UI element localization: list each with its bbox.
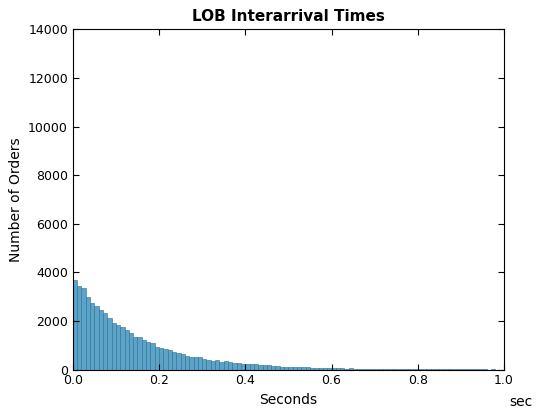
Bar <box>159 348 164 370</box>
Bar <box>301 367 306 370</box>
Bar <box>336 368 340 370</box>
Text: sec: sec <box>510 395 533 409</box>
Bar <box>254 364 258 370</box>
Bar <box>245 365 250 370</box>
Bar <box>288 367 293 370</box>
Bar <box>155 346 159 370</box>
Bar <box>319 368 323 370</box>
Bar <box>194 357 198 370</box>
Bar <box>370 369 375 370</box>
Bar <box>164 349 167 370</box>
Bar <box>223 361 228 370</box>
Bar <box>366 369 370 370</box>
Bar <box>198 357 202 370</box>
Bar <box>180 354 185 370</box>
Bar <box>116 325 120 370</box>
Bar <box>77 286 81 370</box>
Bar <box>297 368 301 370</box>
Bar <box>267 365 271 370</box>
Bar <box>271 366 276 370</box>
Bar <box>189 357 194 370</box>
Bar <box>357 369 362 370</box>
Bar <box>392 369 396 370</box>
Bar <box>142 340 146 370</box>
Bar <box>340 368 344 370</box>
Bar <box>73 280 77 370</box>
Bar <box>237 363 241 370</box>
Bar <box>323 368 327 370</box>
Bar <box>167 350 172 370</box>
Bar <box>94 306 99 370</box>
Bar <box>388 369 392 370</box>
Bar <box>146 342 151 370</box>
Bar <box>103 312 108 370</box>
Bar <box>176 353 180 370</box>
Bar <box>81 288 86 370</box>
Bar <box>263 365 267 370</box>
Bar <box>284 367 288 370</box>
Bar <box>120 328 124 370</box>
Bar <box>215 360 220 370</box>
Bar <box>90 304 94 370</box>
Bar <box>349 368 353 370</box>
Bar <box>111 323 116 370</box>
Bar <box>332 368 336 370</box>
Y-axis label: Number of Orders: Number of Orders <box>8 137 22 262</box>
Bar <box>314 368 319 370</box>
Bar <box>129 333 133 370</box>
Bar <box>151 343 155 370</box>
Bar <box>211 361 215 370</box>
Bar <box>280 367 284 370</box>
Bar <box>99 310 103 370</box>
X-axis label: Seconds: Seconds <box>259 393 318 407</box>
Bar <box>276 366 280 370</box>
Bar <box>383 369 388 370</box>
Bar <box>241 363 245 370</box>
Bar <box>207 360 211 370</box>
Bar <box>228 362 232 370</box>
Bar <box>124 331 129 370</box>
Bar <box>185 356 189 370</box>
Bar <box>362 369 366 370</box>
Bar <box>133 337 137 370</box>
Title: LOB Interarrival Times: LOB Interarrival Times <box>192 9 385 24</box>
Bar <box>293 367 297 370</box>
Bar <box>375 369 379 370</box>
Bar <box>306 367 310 370</box>
Bar <box>202 359 207 370</box>
Bar <box>86 297 90 370</box>
Bar <box>108 318 111 370</box>
Bar <box>258 365 263 370</box>
Bar <box>232 363 237 370</box>
Bar <box>172 352 176 370</box>
Bar <box>250 364 254 370</box>
Bar <box>220 362 224 370</box>
Bar <box>327 368 332 370</box>
Bar <box>405 369 409 370</box>
Bar <box>137 337 142 370</box>
Bar <box>344 369 349 370</box>
Bar <box>353 368 357 370</box>
Bar <box>379 369 383 370</box>
Bar <box>310 368 314 370</box>
